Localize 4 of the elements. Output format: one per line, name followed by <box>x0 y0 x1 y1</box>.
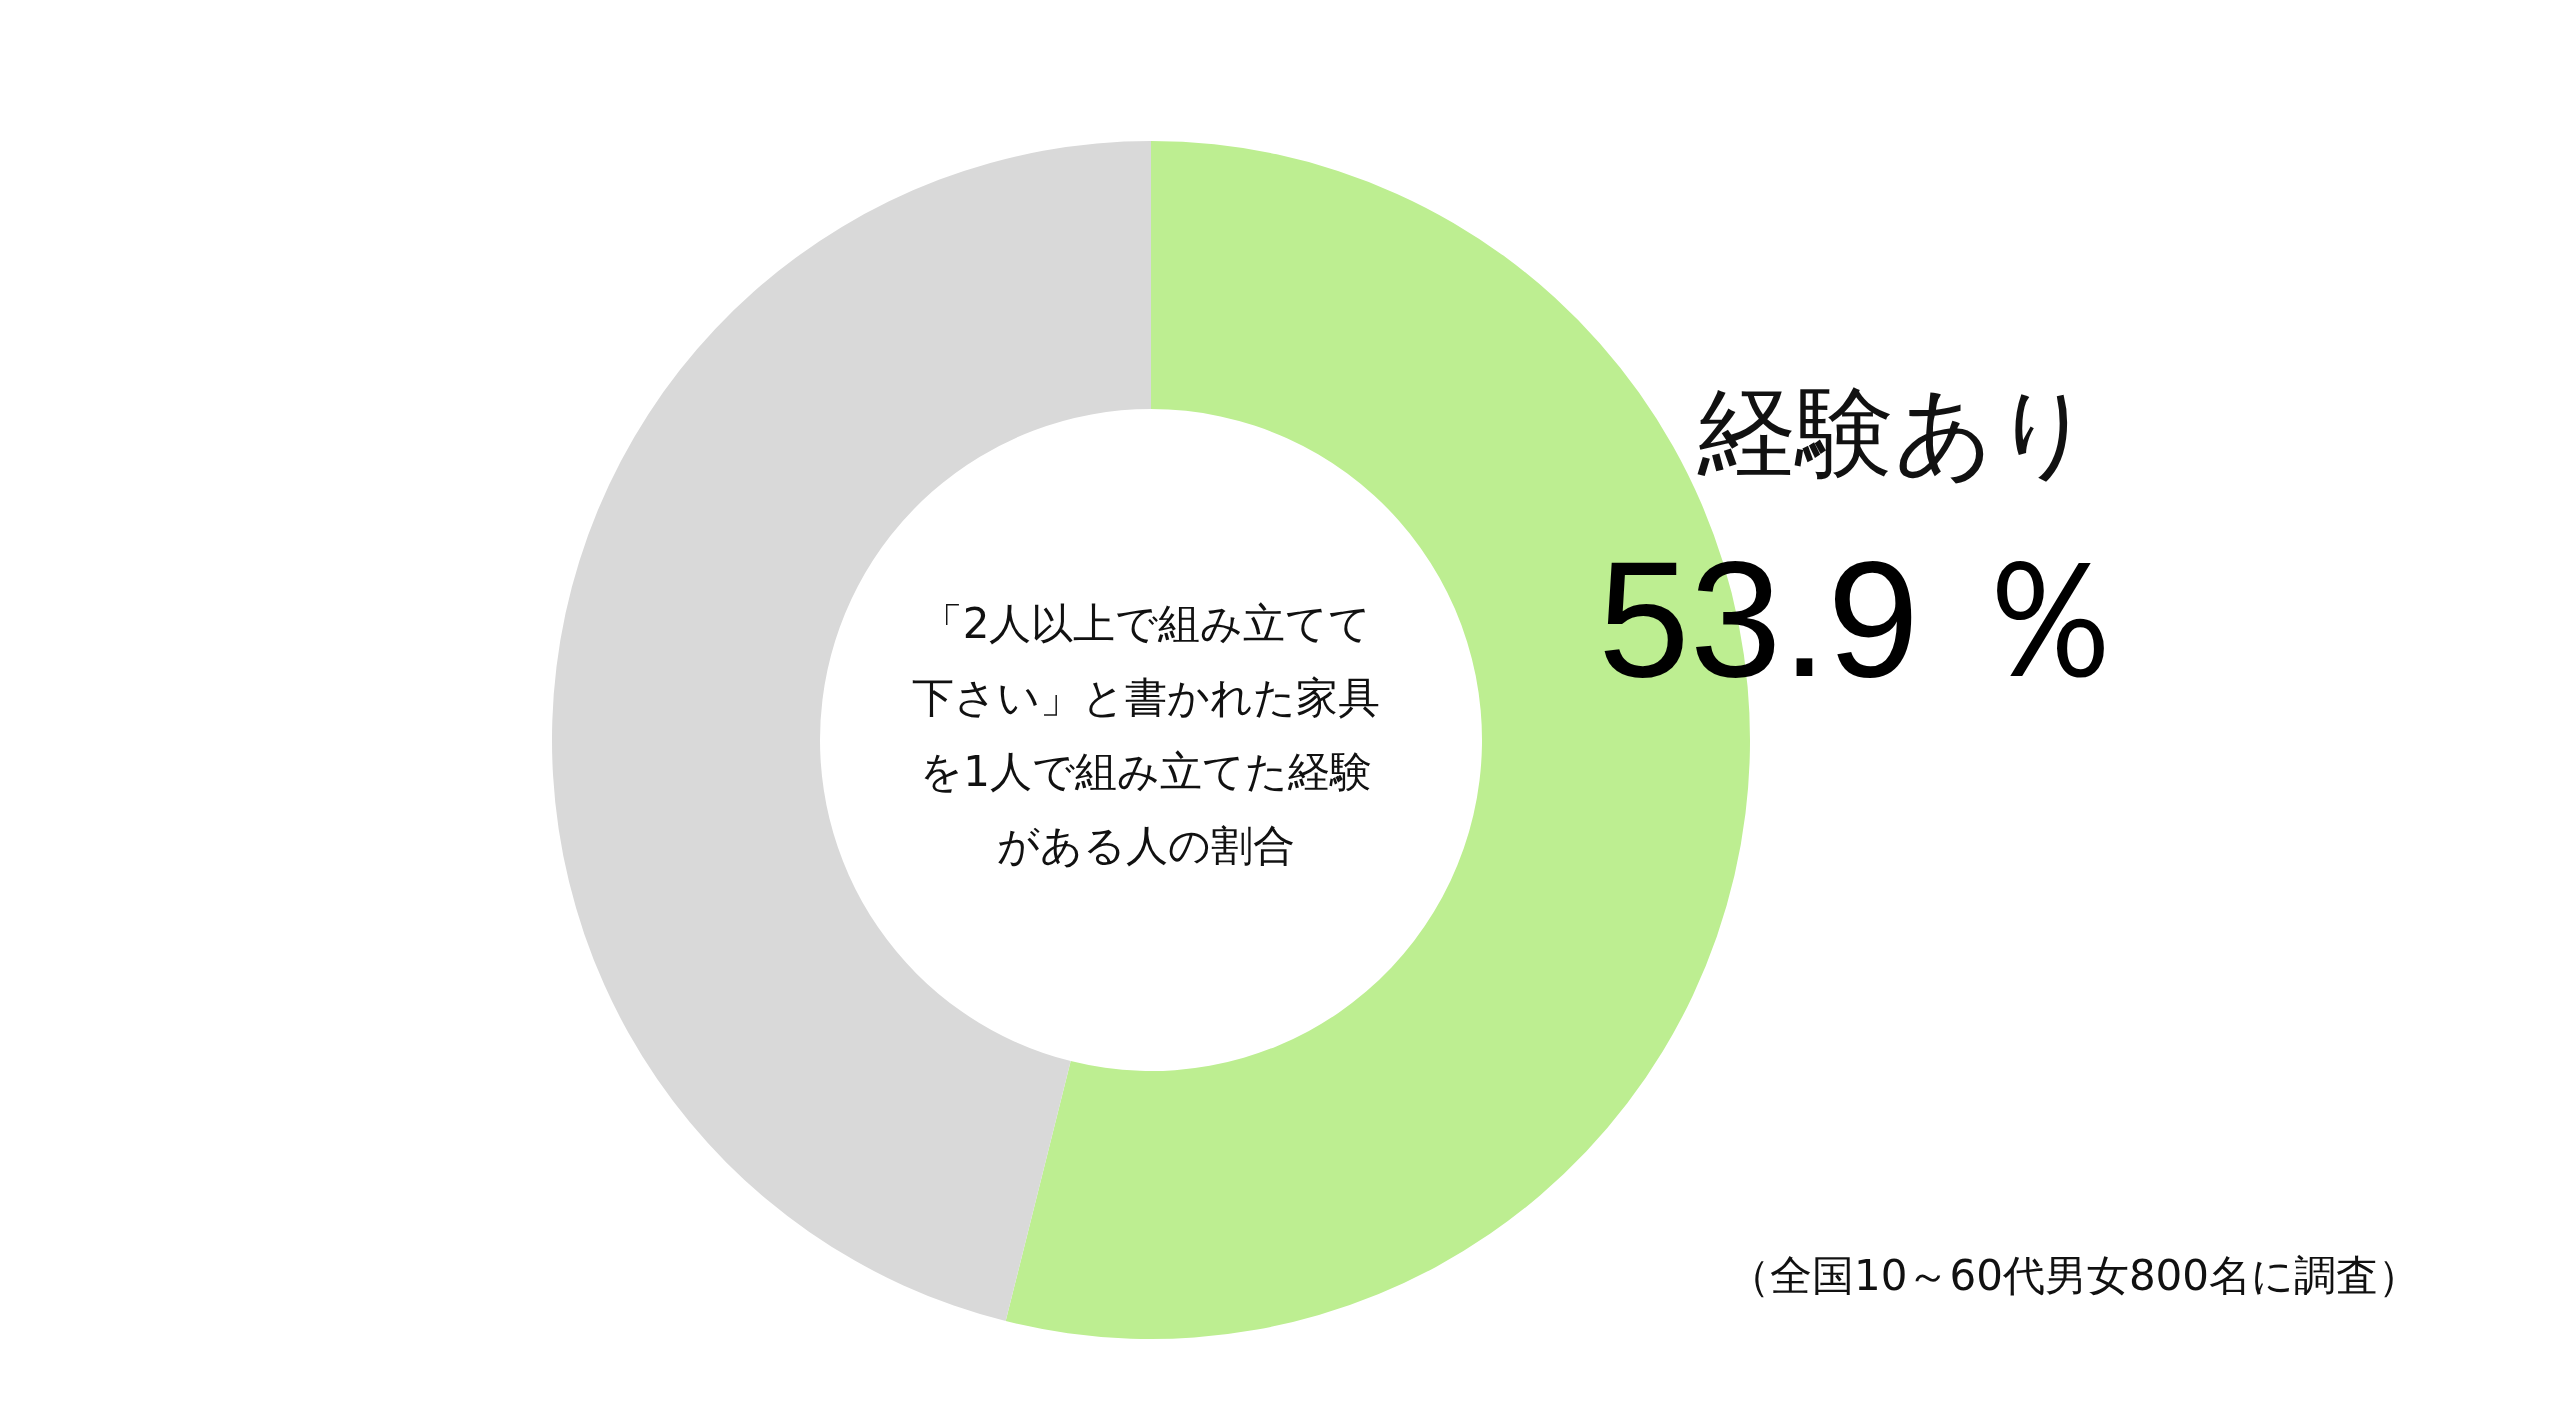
slice-label: 経験あり <box>1698 374 2095 491</box>
data-label: 53.9 ％ <box>1598 526 2131 713</box>
text: （全国10～60代男女800名に調査） <box>1728 1250 2421 1302</box>
text: 「2人以上で組み立てて下さい」と書かれた家具を1人で組み立てた経験がある人の割合 <box>911 598 1381 872</box>
